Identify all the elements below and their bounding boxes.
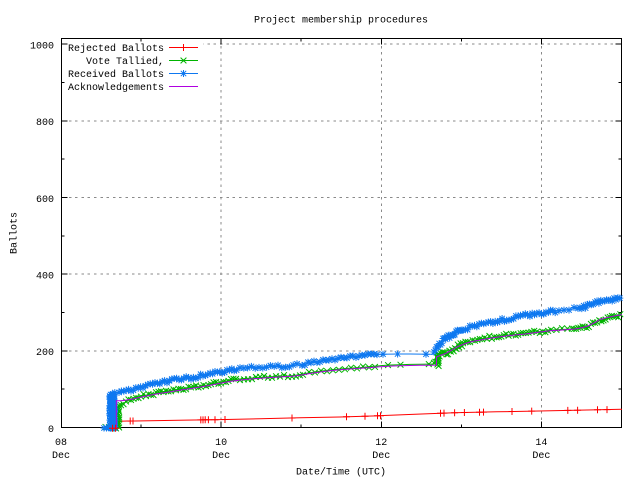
- svg-text:600: 600: [36, 195, 54, 206]
- svg-text:Project membership procedures: Project membership procedures: [254, 15, 428, 27]
- svg-text:10: 10: [215, 438, 227, 449]
- svg-text:Dec: Dec: [212, 451, 230, 462]
- svg-text:14: 14: [535, 438, 547, 449]
- svg-text:Date/Time (UTC): Date/Time (UTC): [296, 467, 386, 479]
- svg-text:08: 08: [55, 438, 67, 449]
- svg-text:Dec: Dec: [532, 451, 550, 462]
- svg-text:200: 200: [36, 348, 54, 359]
- svg-text:0: 0: [48, 425, 54, 436]
- svg-text:Ballots: Ballots: [9, 212, 21, 254]
- svg-text:400: 400: [36, 272, 54, 283]
- svg-text:Dec: Dec: [372, 451, 390, 462]
- svg-text:1000: 1000: [30, 42, 54, 53]
- svg-text:Vote Tallied,: Vote Tallied,: [86, 56, 164, 68]
- svg-text:Received Ballots: Received Ballots: [68, 69, 164, 81]
- svg-text:800: 800: [36, 118, 54, 129]
- svg-text:Rejected Ballots: Rejected Ballots: [68, 43, 164, 55]
- svg-text:Dec: Dec: [52, 451, 70, 462]
- svg-text:12: 12: [375, 438, 387, 449]
- svg-text:Acknowledgements: Acknowledgements: [68, 82, 164, 94]
